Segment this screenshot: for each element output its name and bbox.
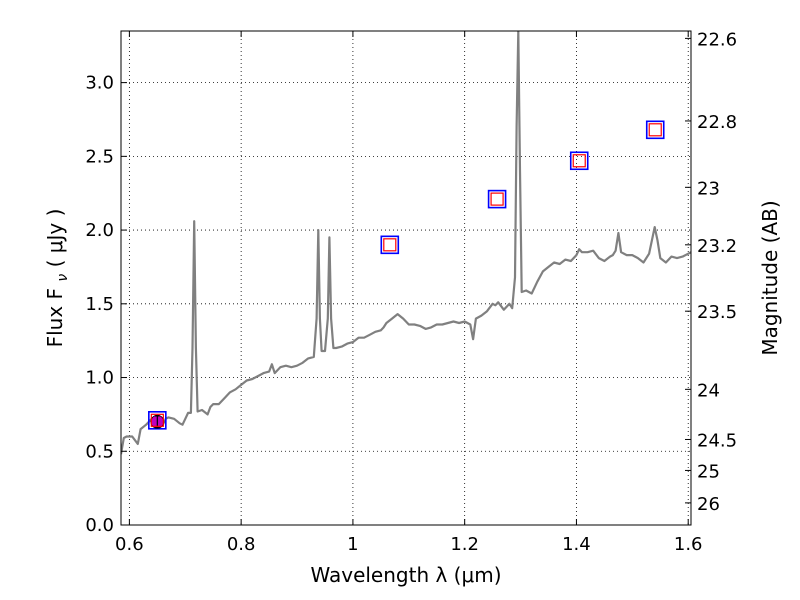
observed-photometry-marker	[380, 235, 400, 255]
y2-tick-label: 26	[697, 494, 720, 515]
observed-photometry-marker	[148, 411, 167, 430]
x-tick-label: 0.6	[115, 534, 144, 555]
model-photometry-marker	[490, 192, 504, 206]
y-tick-label: 2.5	[85, 146, 114, 167]
y2-tick-label: 23.2	[697, 236, 737, 257]
y2-tick-label: 23.5	[697, 302, 737, 323]
y-axis-label: Flux F ν ( μJy )	[43, 209, 71, 348]
y2-axis-label-group: Magnitude (AB)	[758, 200, 782, 355]
plot-frame	[120, 30, 692, 526]
x-tick-label: 1	[347, 534, 358, 555]
model-photometry-marker	[383, 238, 397, 252]
photometry-layer	[148, 120, 665, 430]
x-axis-label: Wavelength λ (μm)	[310, 563, 501, 587]
y2-tick-label: 22.8	[697, 112, 737, 133]
grid	[121, 31, 691, 525]
y-axis-label-main: Flux F	[43, 288, 67, 347]
y2-axis-label: Magnitude (AB)	[758, 200, 782, 355]
y-tick-label: 0.0	[85, 515, 114, 536]
x-tick-label: 0.8	[227, 534, 256, 555]
y2-tick-label: 22.6	[697, 29, 737, 50]
observed-photometry-marker	[569, 151, 589, 171]
observed-photometry-marker	[487, 189, 507, 209]
model-photometry-marker	[648, 123, 662, 137]
model-photometry-marker	[150, 413, 164, 427]
y2-tick-label: 24.5	[697, 430, 737, 451]
y-tick-label: 3.0	[85, 73, 114, 94]
y-tick-label: 2.0	[85, 220, 114, 241]
y-axis-label-subscript: ν	[55, 274, 71, 282]
observed-photometry-marker	[645, 120, 665, 140]
model-photometry-marker	[572, 154, 586, 168]
y2-tick-label: 25	[697, 461, 720, 482]
axis-ticks: 0.6 0.8 1 1.2 1.4 1.6 0.0 0.5 1.0 1.5 2.0 2.5 3.0 22.…	[85, 29, 737, 555]
y-tick-label: 1.5	[85, 294, 114, 315]
series-layer	[121, 31, 691, 455]
y-axis-label-group: Flux F ν ( μJy )	[43, 209, 71, 348]
x-tick-label: 1.6	[674, 534, 703, 555]
y2-tick-label: 23	[697, 178, 720, 199]
y-tick-label: 0.5	[85, 441, 114, 462]
x-tick-label: 1.2	[450, 534, 479, 555]
spectrum-line	[121, 31, 691, 455]
y-tick-label: 1.0	[85, 368, 114, 389]
x-tick-label: 1.4	[562, 534, 591, 555]
y-axis-label-unit: ( μJy )	[43, 209, 67, 268]
y2-tick-label: 24	[697, 380, 720, 401]
